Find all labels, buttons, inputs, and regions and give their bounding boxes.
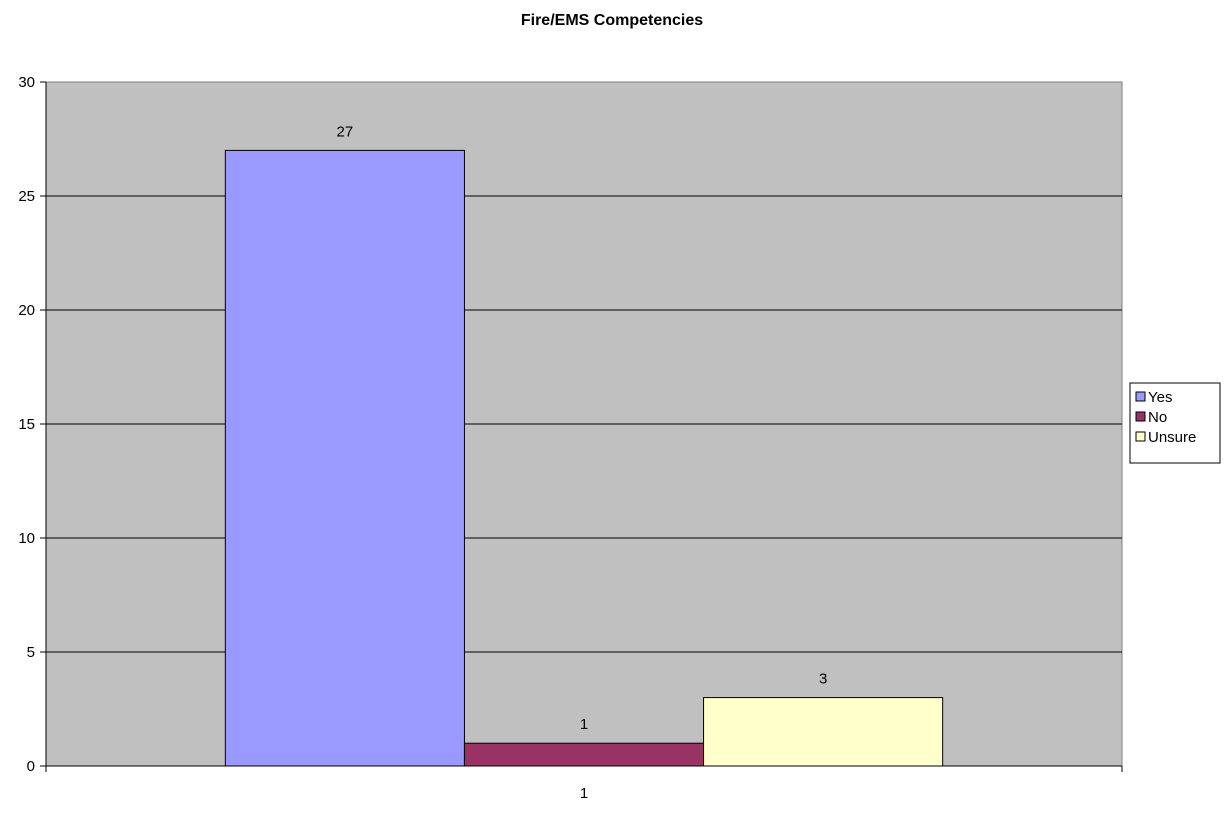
- bar-no: [463, 742, 705, 767]
- data-label-no: 1: [580, 716, 588, 733]
- y-tick-label: 25: [18, 188, 35, 205]
- chart-title: Fire/EMS Competencies: [521, 12, 703, 29]
- data-labels: 27 1 3: [337, 123, 828, 733]
- legend: Yes No Unsure: [1129, 382, 1221, 464]
- y-tick-label: 20: [18, 302, 35, 319]
- bar-unsure: [703, 697, 944, 767]
- y-tick-label: 5: [27, 644, 35, 661]
- x-tick-label: 1: [580, 785, 588, 802]
- legend-label-unsure: Unsure: [1148, 429, 1196, 446]
- y-tick-label: 15: [18, 416, 35, 433]
- y-tick-label: 10: [18, 530, 35, 547]
- y-tick-label: 30: [18, 74, 35, 91]
- data-label-yes: 27: [337, 123, 354, 140]
- bar-yes: [224, 149, 465, 767]
- bars: [224, 149, 944, 767]
- y-tick-label: 0: [27, 758, 35, 775]
- legend-label-yes: Yes: [1148, 389, 1172, 406]
- legend-swatch-unsure: [1135, 431, 1146, 442]
- legend-swatch-yes: [1135, 391, 1146, 402]
- legend-label-no: No: [1148, 409, 1167, 426]
- data-label-unsure: 3: [819, 671, 827, 688]
- legend-swatch-no: [1135, 411, 1146, 422]
